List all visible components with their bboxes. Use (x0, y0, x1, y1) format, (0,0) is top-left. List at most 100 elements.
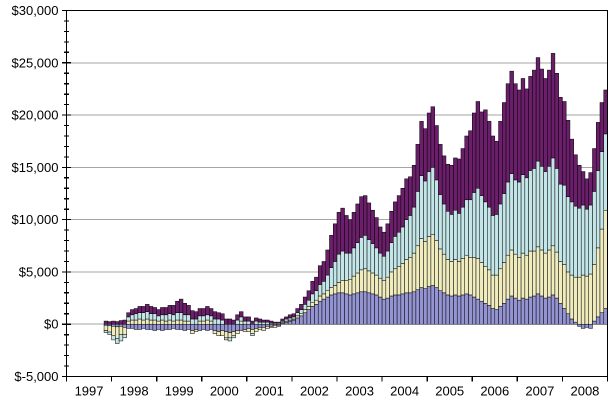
bar-segment (197, 323, 203, 331)
bar-segment (505, 181, 511, 256)
bar-segment (434, 240, 439, 288)
bar-segment (224, 323, 229, 332)
bar-segment (359, 291, 364, 325)
bar-segment (351, 293, 357, 325)
bar-segment (494, 309, 499, 325)
bar-segment (209, 315, 214, 322)
bar-segment (299, 304, 304, 310)
bar-segment (190, 323, 195, 331)
bar-segment (468, 294, 473, 325)
bar-segment (193, 311, 199, 320)
bar-segment (182, 314, 187, 322)
bar-segment (456, 261, 462, 297)
bar-segment (224, 337, 229, 341)
bar-segment (580, 171, 586, 206)
bar-segment (145, 323, 150, 330)
bar-segment (336, 282, 342, 294)
bar-segment (487, 121, 492, 208)
bar-segment (291, 313, 296, 318)
bar-segment (468, 257, 473, 296)
bar-segment (235, 314, 240, 321)
bar-segment (599, 312, 604, 325)
x-axis-label: 2008 (570, 384, 599, 399)
bar-segment (133, 319, 139, 325)
bar-segment (550, 294, 556, 325)
bar-segment (137, 306, 142, 313)
bar-segment (389, 271, 394, 297)
bar-segment (216, 323, 221, 332)
bar-segment (419, 121, 424, 176)
bar-segment (190, 310, 195, 320)
bar-segment (178, 298, 184, 313)
bar-segment (111, 335, 116, 341)
bar-segment (340, 250, 345, 281)
bar-segment (118, 320, 124, 325)
bar-segment (513, 253, 518, 299)
bar-segment (220, 319, 225, 325)
bar-segment (145, 318, 150, 325)
bar-segment (197, 320, 203, 325)
bar-segment (543, 171, 548, 254)
bar-segment (532, 295, 537, 325)
bar-segment (532, 168, 537, 252)
bar-segment (193, 323, 199, 330)
bar-segment (366, 292, 372, 325)
bar-segment (254, 328, 259, 332)
bar-segment (175, 319, 180, 325)
bar-segment (423, 128, 428, 182)
bar-segment (408, 176, 413, 216)
bar-segment (246, 316, 251, 322)
bar-segment (464, 135, 469, 201)
bar-segment (265, 323, 270, 327)
bar-segment (577, 276, 582, 325)
bar-segment (141, 323, 146, 329)
bar-segment (340, 292, 345, 325)
bar-segment (205, 306, 210, 316)
bar-segment (235, 323, 240, 331)
bar-segment (242, 316, 248, 322)
bar-segment (344, 280, 349, 295)
bar-segment (573, 276, 578, 323)
bar-segment (434, 179, 439, 241)
bar-segment (408, 292, 413, 325)
bar-segment (126, 320, 131, 325)
bar-segment (344, 252, 349, 281)
bar-segment (344, 293, 349, 325)
bar-segment (348, 252, 353, 280)
bar-segment (321, 293, 326, 300)
bar-segment (197, 308, 203, 317)
bar-segment (411, 206, 417, 254)
bar-segment (122, 327, 127, 335)
bar-segment (381, 231, 387, 257)
bar-segment (543, 252, 548, 299)
bar-segment (216, 318, 221, 325)
bar-segment (562, 184, 567, 265)
bar-segment (524, 88, 529, 179)
bar-segment (569, 274, 574, 320)
bar-segment (520, 297, 526, 325)
bar-segment (302, 312, 308, 325)
bar-segment (257, 318, 263, 323)
bar-segment (441, 203, 447, 255)
y-axis-label: $10,000 (12, 212, 59, 227)
bar-segment (460, 206, 465, 259)
bar-segment (276, 321, 281, 324)
bar-segment (130, 309, 135, 316)
bar-segment (408, 257, 413, 294)
bar-segment (107, 331, 112, 335)
bar-segment (483, 303, 488, 325)
bar-segment (163, 323, 169, 330)
bar-segment (355, 272, 360, 294)
bar-segment (336, 292, 342, 325)
bar-segment (456, 158, 462, 214)
bar-segment (152, 323, 157, 331)
bar-segment (186, 320, 191, 325)
bar-segment (216, 312, 221, 320)
bar-segment (584, 275, 589, 325)
bar-segment (513, 297, 518, 325)
bar-segment (524, 298, 529, 325)
bar-segment (366, 202, 372, 240)
bar-segment (126, 316, 131, 322)
bar-segment (329, 267, 334, 288)
